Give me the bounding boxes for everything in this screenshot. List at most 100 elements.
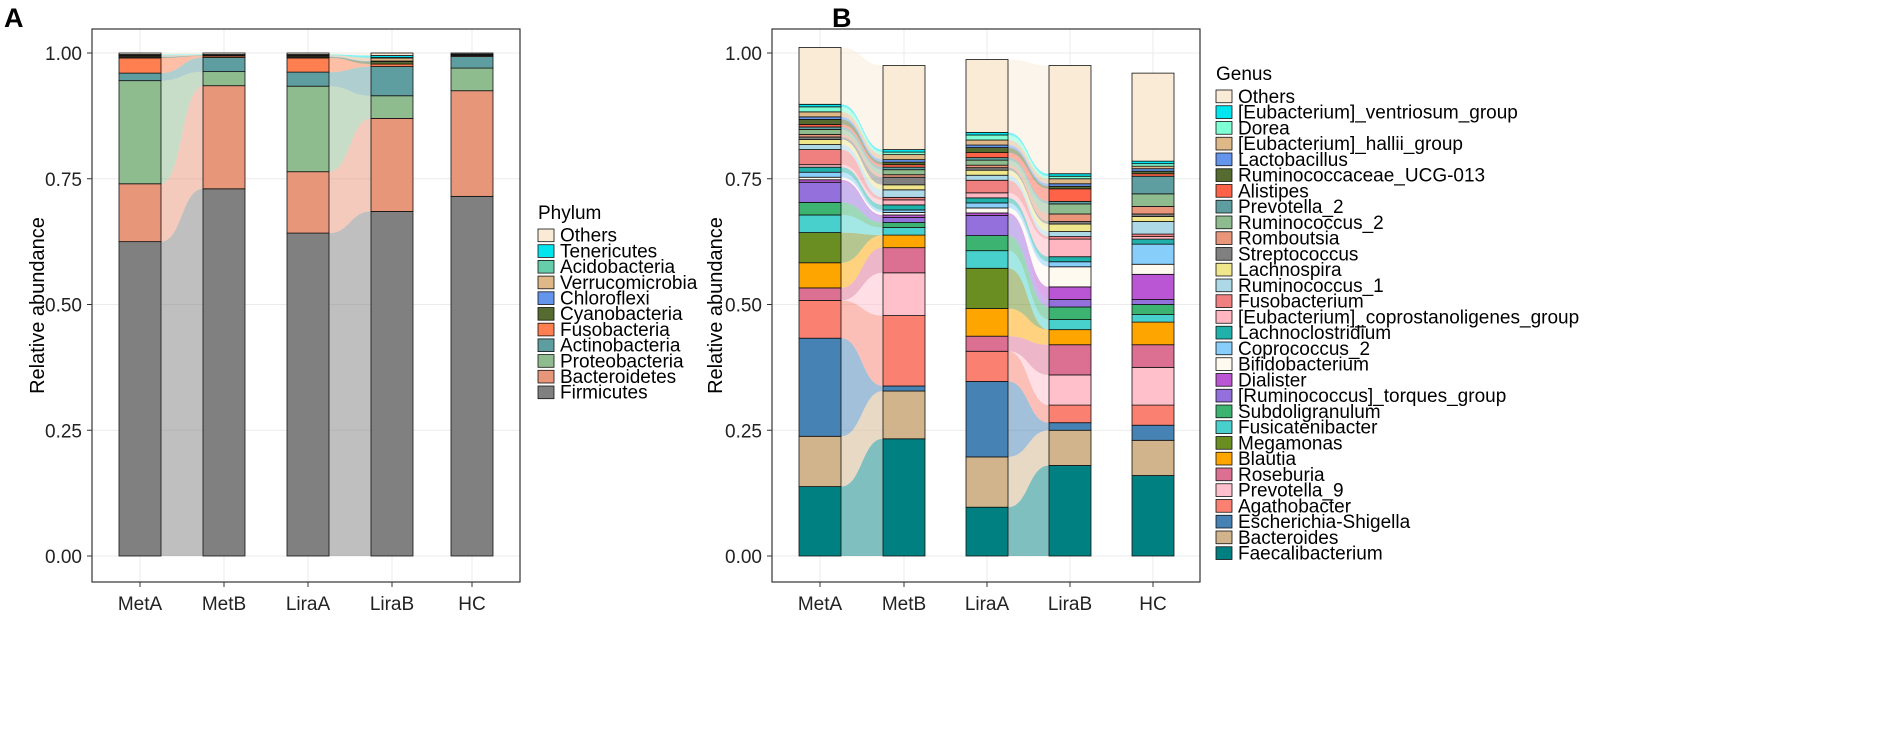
bar-meta-ruminococcaceae-ucg-013 bbox=[798, 118, 842, 125]
flow-lactobacillus bbox=[1008, 145, 1049, 187]
bar-liraa-agathobacter bbox=[965, 350, 1009, 382]
bar-meta-faecalibacterium bbox=[798, 486, 842, 557]
bar-liraa-blautia bbox=[965, 308, 1009, 337]
flow-lachnospira bbox=[841, 139, 883, 190]
bar-hc-lachnoclostridium bbox=[1131, 238, 1175, 245]
legend-swatch-escherichia-shigella bbox=[1215, 514, 1233, 529]
bar-liraa-lachnospira bbox=[965, 169, 1009, 176]
legend-label-chloroflexi: Chloroflexi bbox=[560, 289, 650, 310]
legend-swatch-bifidobacterium bbox=[1215, 357, 1233, 371]
flow-proteobacteria bbox=[161, 71, 203, 184]
legend-label-fusobacteria: Fusobacteria bbox=[560, 320, 670, 341]
bar-lirab-escherichia-shigella bbox=[1048, 422, 1092, 431]
panel-label-a: A bbox=[4, 3, 24, 33]
flow-bifidobacterium bbox=[841, 177, 883, 215]
legend-label-ruminococcaceae-ucg-013: Ruminococcaceae_UCG-013 bbox=[1238, 166, 1485, 187]
legend-swatch-prevotella-2 bbox=[1215, 199, 1233, 214]
bar-meta-fusobacteria bbox=[118, 57, 162, 74]
bar-liraa-firmicutes bbox=[286, 232, 330, 557]
legend-swatch-dialister bbox=[1215, 373, 1233, 387]
bar-metb-prevotella-9 bbox=[882, 272, 926, 316]
bar-hc-dialister bbox=[1131, 273, 1175, 300]
flow-fusobacterium bbox=[841, 149, 883, 200]
legend-swatch-ruminococcus-2 bbox=[1215, 215, 1233, 230]
flow-chloroflexi bbox=[161, 55, 203, 58]
bar-lirab-verrucomicrobia bbox=[370, 57, 414, 62]
bar-meta-eubacterium-hallii-group bbox=[798, 111, 842, 118]
flow-eubacterium-ventriosum-group bbox=[841, 104, 883, 153]
legend-swatch-lachnoclostridium bbox=[1215, 325, 1233, 340]
flow-fusicatenibacter bbox=[841, 214, 883, 236]
legend-label-others: Others bbox=[1238, 87, 1295, 108]
flow-verrucomicrobia bbox=[161, 55, 203, 57]
bar-meta-escherichia-shigella bbox=[798, 337, 842, 437]
bar-lirab-eubacterium-hallii-group bbox=[1048, 178, 1092, 185]
bar-meta-bacteroides bbox=[798, 435, 842, 487]
bar-hc-escherichia-shigella bbox=[1131, 424, 1175, 441]
flow-coprococcus-2 bbox=[1008, 202, 1049, 267]
bar-metb-others bbox=[202, 52, 246, 55]
flow-ruminococcaceae-ucg-013 bbox=[841, 119, 883, 165]
legend-label-proteobacteria: Proteobacteria bbox=[560, 351, 684, 372]
legend-label-dialister: Dialister bbox=[1238, 370, 1307, 391]
bar-hc-prevotella-2 bbox=[1131, 175, 1175, 195]
flow-ruminococcus-2 bbox=[1008, 160, 1049, 214]
bar-hc-romboutsia bbox=[1131, 206, 1175, 215]
flow-streptococcus bbox=[841, 137, 883, 185]
bar-metb-eubacterium-coprostanoligenes-group bbox=[882, 199, 926, 206]
y-tick-label: 0.75 bbox=[45, 170, 82, 191]
flow-agathobacter bbox=[841, 300, 883, 386]
flow-lachnoclostridium bbox=[841, 167, 883, 210]
bar-meta-ruminococcus-2 bbox=[798, 129, 842, 135]
flow-layer bbox=[841, 47, 1049, 556]
legend-label-escherichia-shigella: Escherichia-Shigella bbox=[1238, 512, 1411, 533]
legend-swatch-faecalibacterium bbox=[1215, 546, 1233, 560]
legend-label-lachnospira: Lachnospira bbox=[1238, 260, 1342, 281]
y-tick-label: 0.25 bbox=[725, 421, 762, 442]
bar-meta-blautia bbox=[798, 262, 842, 289]
panel-b-chart: 0.00 0.25 0.50 0.75 1.00 MetA MetB LiraA LiraB HC… bbox=[705, 28, 1579, 615]
flow-firmicutes bbox=[161, 188, 203, 556]
legend-swatch-others bbox=[1215, 89, 1233, 104]
bar-metb-ruminococcus-1 bbox=[882, 189, 926, 198]
bar-lirab-actinobacteria bbox=[370, 66, 414, 97]
bar-liraa-proteobacteria bbox=[286, 85, 330, 173]
legend-label-verrucomicrobia: Verrucomicrobia bbox=[560, 273, 698, 294]
bar-hc-bifidobacterium bbox=[1131, 263, 1175, 275]
bar-metb-lachnospira bbox=[882, 184, 926, 191]
flow-tenericutes bbox=[329, 54, 371, 58]
flow-eubacterium-ventriosum-group bbox=[1008, 132, 1049, 177]
flow-faecalibacterium bbox=[841, 438, 883, 556]
y-tick-label: 1.00 bbox=[45, 44, 82, 65]
legend-label-roseburia: Roseburia bbox=[1238, 465, 1325, 486]
bar-liraa-eubacterium-hallii-group bbox=[965, 139, 1009, 146]
flow-prevotella-2 bbox=[841, 126, 883, 170]
legend-label-eubacterium-ventriosum-group: [Eubacterium]_ventriosum_group bbox=[1238, 103, 1518, 124]
bar-liraa-coprococcus-2 bbox=[965, 202, 1009, 209]
flow-fusobacteria bbox=[161, 56, 203, 74]
y-tick-label: 0.00 bbox=[45, 547, 82, 568]
legend-label-prevotella-2: Prevotella_2 bbox=[1238, 197, 1344, 218]
flow-prevotella-9 bbox=[1008, 351, 1049, 406]
legend-label-ruminococcus-torques-group: [Ruminococcus]_torques_group bbox=[1238, 386, 1506, 407]
legend-label-agathobacter: Agathobacter bbox=[1238, 496, 1352, 517]
panel-a-chart: 0.00 0.25 0.50 0.75 1.00 MetA MetB LiraA LiraB HC… bbox=[27, 28, 698, 615]
bar-metb-streptococcus bbox=[882, 176, 926, 186]
flow-megamonas bbox=[841, 232, 883, 263]
flow-ruminococcus-1 bbox=[841, 144, 883, 198]
bar-meta-dorea bbox=[798, 106, 842, 113]
legend-swatch-alistipes bbox=[1215, 184, 1233, 198]
legend-swatch-romboutsia bbox=[1215, 231, 1233, 245]
flow-layer bbox=[161, 53, 371, 556]
flow-alistipes bbox=[1008, 152, 1049, 202]
flow-romboutsia bbox=[841, 134, 883, 178]
flow-ruminococcus-1 bbox=[1008, 175, 1049, 237]
legend-swatch-lactobacillus bbox=[1215, 152, 1233, 167]
bar-metb-actinobacteria bbox=[202, 57, 246, 73]
flow-roseburia bbox=[1008, 336, 1049, 375]
bar-lirab-fusicatenibacter bbox=[1048, 319, 1092, 331]
bar-metb-proteobacteria bbox=[202, 71, 246, 87]
bar-lirab-subdoligranulum bbox=[1048, 306, 1092, 320]
bar-lirab-faecalibacterium bbox=[1048, 465, 1092, 557]
flow-others bbox=[329, 53, 371, 56]
